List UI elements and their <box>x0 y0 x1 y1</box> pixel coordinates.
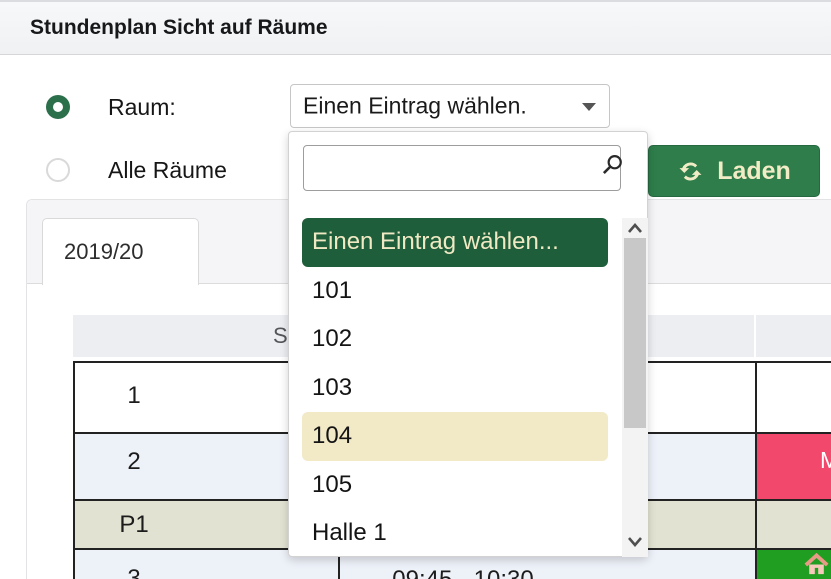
room-dropdown-panel: Einen Eintrag wählen... 101 102 103 104 … <box>288 131 648 557</box>
load-button-label: Laden <box>717 156 791 185</box>
page-title: Stundenplan Sicht auf Räume <box>30 16 328 39</box>
scrollbar-thumb[interactable] <box>624 238 646 428</box>
lesson-cell-pink[interactable]: M <box>757 434 831 499</box>
all-rooms-radio[interactable] <box>46 158 70 182</box>
dropdown-item-105[interactable]: 105 <box>312 470 353 498</box>
page-header: Stundenplan Sicht auf Räume <box>0 0 831 55</box>
all-rooms-radio-label[interactable]: Alle Räume <box>108 157 227 183</box>
stunde-cell: 2 <box>127 448 141 475</box>
house-icon <box>803 551 830 579</box>
room-radio-label[interactable]: Raum: <box>108 94 176 120</box>
dropdown-scrollbar[interactable] <box>622 218 648 557</box>
grid-line <box>755 361 757 579</box>
tab-2019-20[interactable]: 2019/20 <box>42 218 199 285</box>
dropdown-item-101[interactable]: 101 <box>312 276 353 304</box>
dropdown-item-halle-1[interactable]: Halle 1 <box>312 519 387 547</box>
refresh-icon <box>677 158 704 185</box>
load-button[interactable]: Laden <box>648 145 820 197</box>
dropdown-item-placeholder[interactable]: Einen Eintrag wählen... <box>302 218 608 267</box>
dropdown-item-102[interactable]: 102 <box>312 325 353 353</box>
dropdown-item-103[interactable]: 103 <box>312 373 353 401</box>
dropdown-search-input[interactable] <box>303 145 621 191</box>
scroll-up-icon[interactable] <box>627 222 643 240</box>
lesson-cell-text: M <box>820 447 831 473</box>
stunde-cell: 1 <box>127 382 141 409</box>
room-radio[interactable] <box>46 95 70 119</box>
lesson-cell-green[interactable] <box>757 550 831 579</box>
scroll-down-icon[interactable] <box>627 535 643 553</box>
stunde-cell: 3 <box>127 565 141 579</box>
column-divider <box>754 315 756 357</box>
dropdown-item-104[interactable]: 104 <box>302 412 608 461</box>
grid-line <box>73 361 75 579</box>
stunde-cell: P1 <box>119 511 149 538</box>
room-select-button[interactable]: Einen Eintrag wählen. <box>290 84 610 128</box>
search-icon <box>599 153 625 184</box>
room-select-value: Einen Eintrag wählen. <box>303 92 527 119</box>
time-cell: 09:45 - 10:30 <box>339 566 587 579</box>
dropdown-list: Einen Eintrag wählen... 101 102 103 104 … <box>289 218 622 558</box>
chevron-down-icon <box>582 103 596 111</box>
